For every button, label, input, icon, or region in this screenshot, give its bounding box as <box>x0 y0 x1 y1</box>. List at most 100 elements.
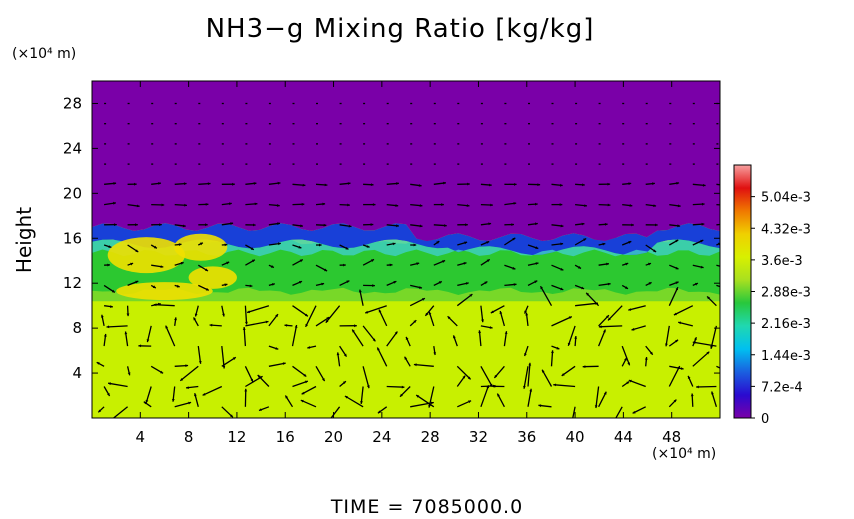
highlight-patch <box>107 237 185 274</box>
wind-arrow-head <box>701 222 705 226</box>
wind-arrow-head <box>277 222 280 226</box>
wind-arrow <box>243 327 247 347</box>
wind-arrow-head <box>354 324 357 328</box>
wind-arrow-head <box>598 325 602 329</box>
wind-arrow-head <box>430 401 434 405</box>
wind-arrow-head <box>275 314 278 318</box>
wind-arrow-head <box>478 330 482 334</box>
wind-arrow-head <box>366 245 370 248</box>
wind-arrow-head <box>96 362 100 365</box>
wind-arrow-head <box>160 265 164 268</box>
wind-arrow <box>553 384 576 388</box>
wind-arrow-head <box>126 313 130 317</box>
wind-arrow-head <box>529 388 533 392</box>
wind-arrow <box>696 385 717 388</box>
wind-arrow <box>711 391 718 407</box>
wind-arrow-head <box>396 182 399 185</box>
wind-arrow-head <box>372 338 376 342</box>
wind-arrow <box>628 379 646 388</box>
wind-arrow-head <box>278 242 281 246</box>
colorbar-tick-label: 3.6e-3 <box>761 254 803 269</box>
wind-arrow-head <box>711 391 714 395</box>
wind-arrow-head <box>631 223 634 227</box>
wind-arrow <box>112 406 129 418</box>
wind-arrow-head <box>463 262 467 265</box>
wind-arrow <box>378 309 388 327</box>
wind-arrow-head <box>484 281 488 285</box>
wind-arrow-head <box>444 224 447 227</box>
highlight-patch <box>188 266 237 289</box>
wind-arrow-head <box>700 265 704 269</box>
wind-arrow-head <box>202 392 206 396</box>
wind-arrow-head <box>346 280 350 284</box>
wind-arrow <box>551 316 573 327</box>
wind-arrow-head <box>648 282 652 285</box>
wind-arrow-head <box>578 266 581 269</box>
wind-arrow <box>585 292 600 307</box>
wind-arrow <box>615 406 623 418</box>
wind-arrow-head <box>138 344 142 348</box>
wind-arrow-head <box>428 311 432 315</box>
wind-arrow-head <box>499 311 503 314</box>
wind-arrow <box>480 385 490 408</box>
wind-arrow-head <box>205 268 208 271</box>
wind-arrow-head <box>724 266 727 269</box>
wind-arrow-head <box>560 224 564 228</box>
wind-arrow-head <box>259 408 262 411</box>
wind-arrow-head <box>277 181 281 185</box>
wind-arrow <box>692 351 710 367</box>
wind-arrow-head <box>594 405 598 408</box>
colorbar-tick-label: 0 <box>761 412 769 427</box>
wind-arrow <box>710 325 718 349</box>
wind-arrow-head <box>250 378 253 382</box>
wind-arrow-head <box>465 282 469 285</box>
wind-arrow-head <box>535 202 538 206</box>
plot-frame <box>91 80 721 419</box>
wind-arrow-head <box>207 182 211 186</box>
layer-band-fringe <box>92 239 720 257</box>
wind-arrow-head <box>606 315 609 319</box>
wind-arrow-head <box>419 286 422 289</box>
wind-arrow-head <box>198 361 202 364</box>
wind-arrow-head <box>676 181 680 185</box>
wind-arrow <box>300 399 317 408</box>
colorbar: 5.04e-3 4.32e-3 3.6e-3 2.88e-3 2.16e-3 1.44e-… <box>733 164 811 427</box>
wind-arrow <box>145 386 152 403</box>
wind-arrow-head <box>304 313 308 317</box>
wind-arrow-head <box>653 249 657 252</box>
x-tick-label: 12 <box>227 428 246 446</box>
wind-arrow-head <box>113 182 117 185</box>
wind-arrow <box>244 366 254 382</box>
wind-arrow-head <box>723 184 726 187</box>
wind-arrow <box>325 305 341 324</box>
wind-arrow-head <box>729 371 732 374</box>
wind-arrow-head <box>230 222 234 225</box>
wind-arrow-head <box>560 287 564 291</box>
wind-arrow-head <box>110 305 113 308</box>
wind-arrow-head <box>465 223 468 227</box>
layer-upper <box>92 81 720 242</box>
wind-arrow-head <box>108 382 111 386</box>
wind-arrow-head <box>135 249 139 252</box>
wind-arrow-head <box>628 182 632 186</box>
wind-arrow-head <box>560 183 563 187</box>
wind-arrow-head <box>319 243 322 247</box>
x-tick-label: 16 <box>276 428 295 446</box>
wind-arrow-head <box>494 374 498 378</box>
wind-arrow <box>480 365 493 388</box>
wind-arrow <box>539 285 553 307</box>
wind-arrow <box>364 305 387 314</box>
wind-arrow <box>456 293 473 307</box>
wind-arrow-head <box>441 203 444 206</box>
wind-arrow-head <box>418 184 422 187</box>
wind-arrow-head <box>628 308 632 311</box>
wind-arrow <box>197 346 202 364</box>
wind-arrow <box>107 382 128 388</box>
wind-arrow-head <box>345 246 349 250</box>
wind-arrow-head <box>433 352 437 355</box>
wind-arrow-head <box>301 391 305 395</box>
wind-arrow-head <box>183 182 187 186</box>
wind-arrow <box>621 345 631 366</box>
wind-arrow-head <box>469 294 473 297</box>
